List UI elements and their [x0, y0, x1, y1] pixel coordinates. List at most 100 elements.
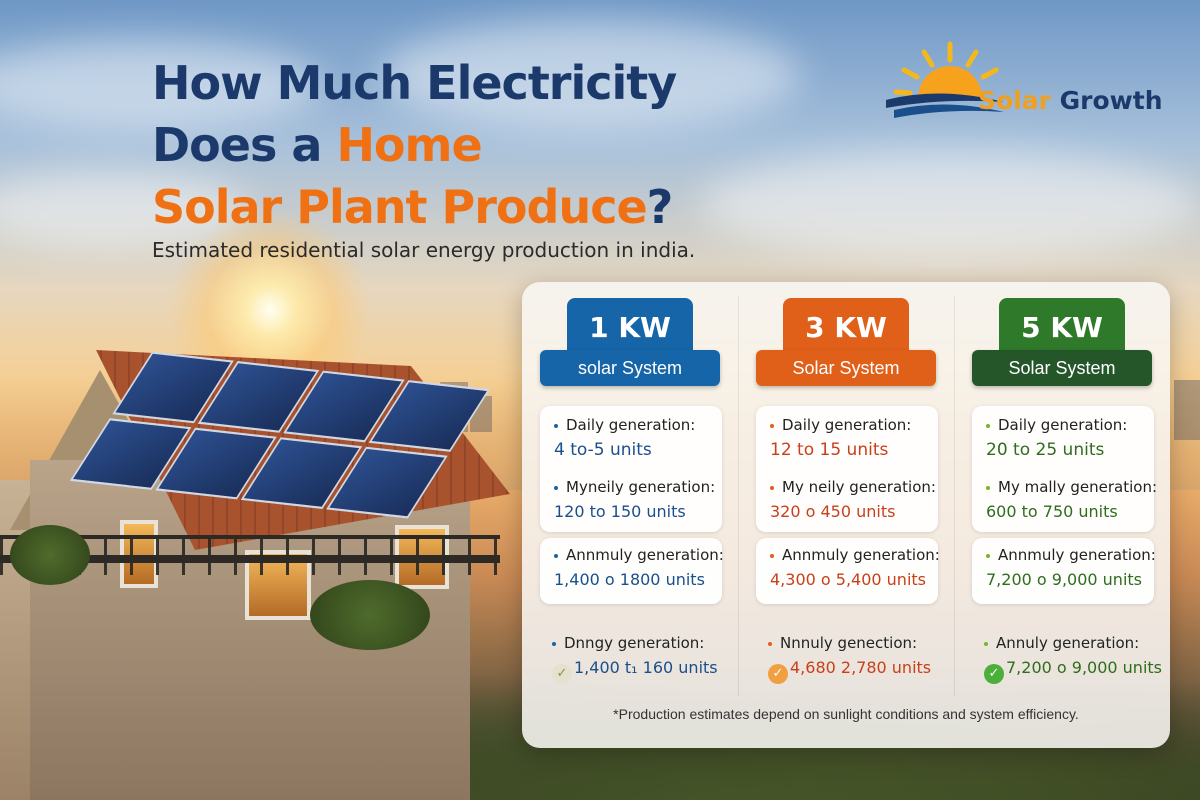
balcony-ledge	[0, 555, 500, 563]
stat-label-text: My neily generation:	[782, 478, 936, 496]
logo-text-growth: Growth	[1050, 86, 1163, 115]
stat-label-text: Nnnuly genection:	[780, 634, 918, 652]
production-card: 1 KW solar System Daily generation: 4 to…	[522, 282, 1170, 748]
bullet-icon	[770, 485, 774, 490]
plant	[310, 580, 430, 650]
cloud	[0, 40, 320, 130]
generation-box: Daily generation: 20 to 25 units My mall…	[972, 406, 1157, 532]
system-label-badge: solar System	[540, 350, 720, 386]
bullet-icon	[554, 553, 558, 558]
stat-label: Daily generation:	[770, 416, 911, 434]
logo-text: Solar Growth	[978, 86, 1163, 115]
stat-value: 12 to 15 units	[770, 440, 889, 460]
system-column-5kw: 5 KW Solar System Daily generation: 20 t…	[954, 282, 1170, 712]
system-column-1kw: 1 KW solar System Daily generation: 4 to…	[522, 282, 738, 712]
cloud	[700, 150, 1200, 260]
bullet-icon	[984, 641, 988, 646]
stat-extra: Annuly generation: ✓ 7,200 o 9,000 units	[984, 634, 1162, 684]
stat-label-text: Annmuly generation:	[566, 546, 724, 564]
system-size-badge: 5 KW	[999, 298, 1125, 356]
stat-value-row: ✓ 4,680 2,780 units	[768, 658, 931, 684]
stat-value: 4,680 2,780 units	[790, 658, 932, 677]
stat-label: Annuly generation:	[984, 634, 1162, 652]
generation-box: Daily generation: 4 to-5 units Myneily g…	[540, 406, 722, 532]
bullet-icon	[986, 553, 990, 558]
stat-value: 20 to 25 units	[986, 440, 1105, 460]
title-question-mark: ?	[646, 180, 674, 234]
distant-building	[1174, 380, 1200, 440]
stat-label-text: Daily generation:	[998, 416, 1128, 434]
cloud	[380, 20, 800, 130]
plant	[10, 525, 90, 585]
stat-annual: Annmuly generation: 4,300 o 5,400 units	[770, 546, 940, 589]
stat-value-row: ✓ 1,400 t₁ 160 units	[552, 658, 718, 684]
title-line-3: Solar Plant Produce?	[152, 176, 676, 238]
generation-box: Annmuly generation: 4,300 o 5,400 units	[756, 538, 940, 604]
stat-label: Annmuly generation:	[554, 546, 724, 564]
title-highlight-home: Home	[336, 118, 482, 172]
title-line-1: How Much Electricity	[152, 56, 677, 110]
stat-label-text: Dnngy generation:	[564, 634, 705, 652]
stat-label: My neily generation:	[770, 478, 936, 496]
stat-label: Daily generation:	[554, 416, 695, 434]
column-divider	[954, 296, 955, 696]
stat-extra: Dnngy generation: ✓ 1,400 t₁ 160 units	[552, 634, 718, 684]
stat-value: 1,400 t₁ 160 units	[574, 658, 718, 677]
stat-label: Daily generation:	[986, 416, 1127, 434]
bullet-icon	[768, 641, 772, 646]
system-size-badge: 3 KW	[783, 298, 909, 356]
stat-value: 600 to 750 units	[986, 502, 1118, 521]
stat-label-text: Annmuly generation:	[782, 546, 940, 564]
stat-monthly: My mally generation: 600 to 750 units	[986, 478, 1157, 521]
stat-label: Annmuly generation:	[986, 546, 1156, 564]
stat-value: 7,200 o 9,000 units	[986, 570, 1142, 589]
stat-label-text: My mally generation:	[998, 478, 1158, 496]
generation-box: Daily generation: 12 to 15 units My neil…	[756, 406, 938, 532]
stat-daily: Daily generation: 20 to 25 units	[986, 416, 1127, 460]
stat-value: 4,300 o 5,400 units	[770, 570, 926, 589]
stat-label: Dnngy generation:	[552, 634, 718, 652]
stat-label-text: Myneily generation:	[566, 478, 716, 496]
stat-label-text: Annuly generation:	[996, 634, 1140, 652]
stat-value: 4 to-5 units	[554, 440, 652, 460]
bullet-icon	[554, 423, 558, 428]
stat-value: 320 o 450 units	[770, 502, 896, 521]
logo-text-solar: Solar	[978, 86, 1051, 115]
stat-monthly: My neily generation: 320 o 450 units	[770, 478, 936, 521]
title-line-2: Does a Home	[152, 114, 676, 176]
sun-waves-icon	[886, 41, 1004, 118]
stat-annual: Annmuly generation: 1,400 o 1800 units	[554, 546, 724, 589]
stat-daily: Daily generation: 4 to-5 units	[554, 416, 695, 460]
house-illustration	[0, 350, 520, 800]
bullet-icon	[770, 423, 774, 428]
title-line-2-start: Does a	[152, 118, 337, 172]
bullet-icon	[986, 485, 990, 490]
bullet-icon	[770, 553, 774, 558]
generation-box: Annmuly generation: 1,400 o 1800 units	[540, 538, 724, 604]
stat-label: Nnnuly genection:	[768, 634, 931, 652]
column-divider	[738, 296, 739, 696]
stat-label: Myneily generation:	[554, 478, 715, 496]
title-highlight-solar: Solar Plant Produce	[152, 180, 648, 234]
system-column-3kw: 3 KW Solar System Daily generation: 12 t…	[738, 282, 954, 712]
stat-label: My mally generation:	[986, 478, 1157, 496]
generation-box: Annmuly generation: 7,200 o 9,000 units	[972, 538, 1156, 604]
check-icon: ✓	[768, 664, 788, 684]
stat-monthly: Myneily generation: 120 to 150 units	[554, 478, 715, 521]
stat-value-row: ✓ 7,200 o 9,000 units	[984, 658, 1162, 684]
page-title: How Much Electricity Does a Home Solar P…	[152, 52, 677, 238]
solar-growth-logo: Solar Growth	[880, 38, 1180, 128]
stat-annual: Annmuly generation: 7,200 o 9,000 units	[986, 546, 1156, 589]
check-icon: ✓	[552, 664, 572, 684]
stat-extra: Nnnuly genection: ✓ 4,680 2,780 units	[768, 634, 931, 684]
stat-value: 120 to 150 units	[554, 502, 686, 521]
check-icon: ✓	[984, 664, 1004, 684]
stat-label-text: Annmuly generation:	[998, 546, 1156, 564]
bullet-icon	[986, 423, 990, 428]
system-label-badge: Solar System	[972, 350, 1152, 386]
system-size-badge: 1 KW	[567, 298, 693, 356]
stat-value: 1,400 o 1800 units	[554, 570, 705, 589]
subtitle: Estimated residential solar energy produ…	[152, 238, 696, 262]
bullet-icon	[554, 485, 558, 490]
